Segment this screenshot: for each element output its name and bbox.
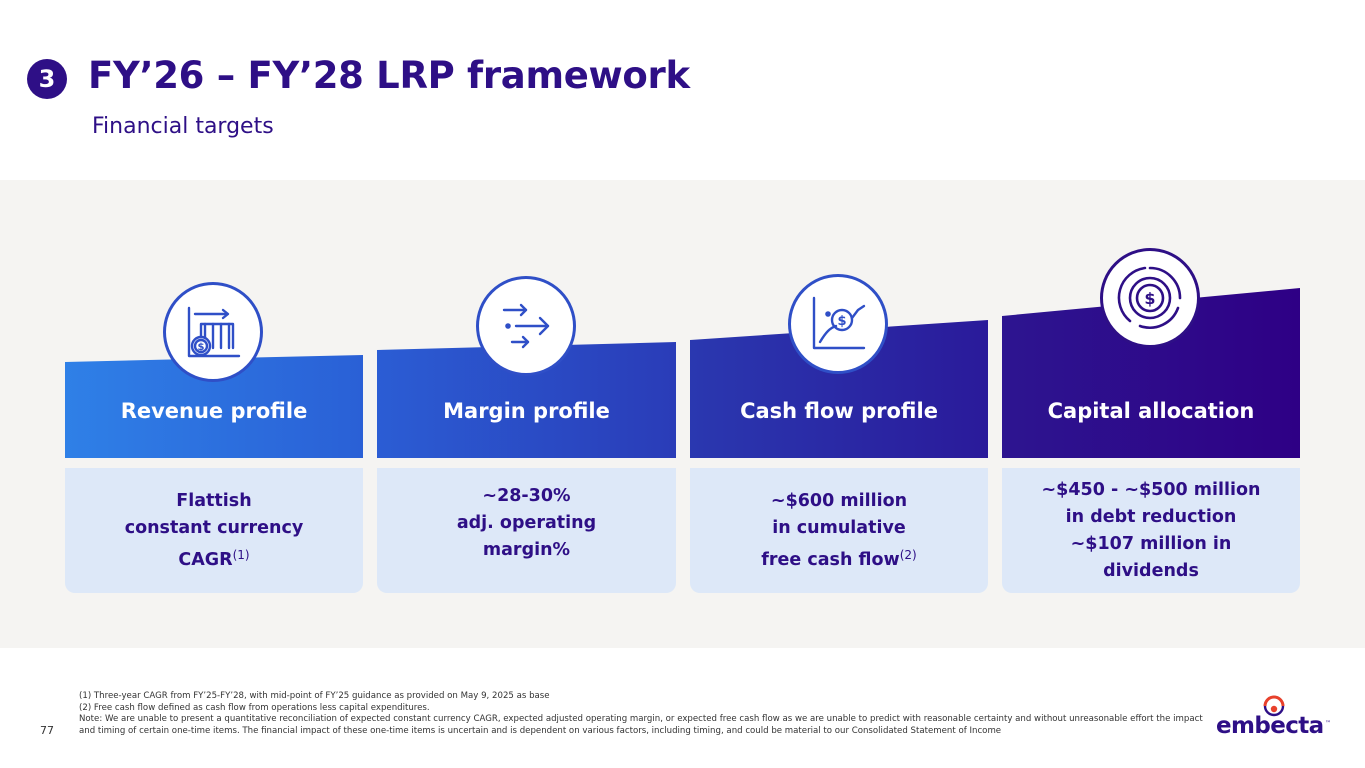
capital-allocation-dollar-icon: $ bbox=[1100, 248, 1200, 348]
arrows-icon bbox=[476, 276, 576, 376]
body-line: in cumulative bbox=[772, 517, 906, 538]
card-title-capital: Capital allocation bbox=[1047, 399, 1255, 423]
page-subtitle: Financial targets bbox=[92, 114, 274, 139]
card-body-revenue: Flattish constant currency CAGR(1) bbox=[65, 468, 363, 593]
logo-trademark: ™ bbox=[1325, 720, 1331, 727]
card-body-margin: ~28-30% adj. operating margin% bbox=[377, 468, 676, 593]
body-line: free cash flow bbox=[761, 549, 900, 570]
body-line: CAGR bbox=[178, 549, 233, 570]
body-line: adj. operating bbox=[456, 513, 597, 533]
body-line: ~28-30% bbox=[482, 486, 571, 506]
margin-panel bbox=[377, 342, 676, 458]
body-line: constant currency bbox=[124, 517, 304, 538]
logo-text: embecta bbox=[1216, 713, 1324, 739]
body-line: ~$450 - ~$500 million bbox=[1041, 479, 1261, 500]
capital-panel bbox=[1002, 288, 1300, 458]
footnote-ref: (2) bbox=[899, 547, 917, 562]
body-line: ~$600 million bbox=[770, 490, 908, 511]
footnote-ref: (1) bbox=[232, 547, 250, 562]
revenue-panel bbox=[65, 355, 363, 458]
body-line: dividends bbox=[1103, 560, 1199, 581]
card-body-capital: ~$450 - ~$500 million in debt reduction … bbox=[1002, 468, 1300, 593]
footnotes: (1) Three-year CAGR from FY’25-FY’28, wi… bbox=[79, 691, 1204, 737]
footnote-2: (2) Free cash flow defined as cash flow … bbox=[79, 702, 430, 713]
body-line: margin% bbox=[482, 540, 571, 560]
footnote-1: (1) Three-year CAGR from FY’25-FY’28, wi… bbox=[79, 691, 550, 701]
card-title-revenue: Revenue profile bbox=[120, 399, 308, 423]
revenue-chart-dollar-icon: $ bbox=[163, 282, 263, 382]
embecta-logo: embecta ™ bbox=[1216, 693, 1336, 745]
footnote-note: Note: We are unable to present a quantit… bbox=[79, 714, 1203, 736]
body-line: Flattish bbox=[176, 490, 252, 511]
cash-flow-chart-icon: $ bbox=[788, 274, 888, 374]
card-body-cash-flow: ~$600 million in cumulative free cash fl… bbox=[690, 468, 988, 593]
page-number: 77 bbox=[40, 724, 54, 737]
cash-flow-panel bbox=[690, 320, 988, 458]
body-line: in debt reduction bbox=[1065, 506, 1237, 527]
card-title-cash-flow: Cash flow profile bbox=[740, 399, 938, 423]
page-title: FY’26 – FY’28 LRP framework bbox=[88, 54, 690, 97]
body-line: ~$107 million in bbox=[1070, 533, 1232, 554]
section-number-badge: 3 bbox=[27, 59, 67, 99]
svg-text:$: $ bbox=[837, 314, 846, 329]
svg-text:$: $ bbox=[1144, 289, 1155, 308]
card-title-margin: Margin profile bbox=[443, 399, 610, 423]
svg-text:$: $ bbox=[198, 342, 205, 353]
